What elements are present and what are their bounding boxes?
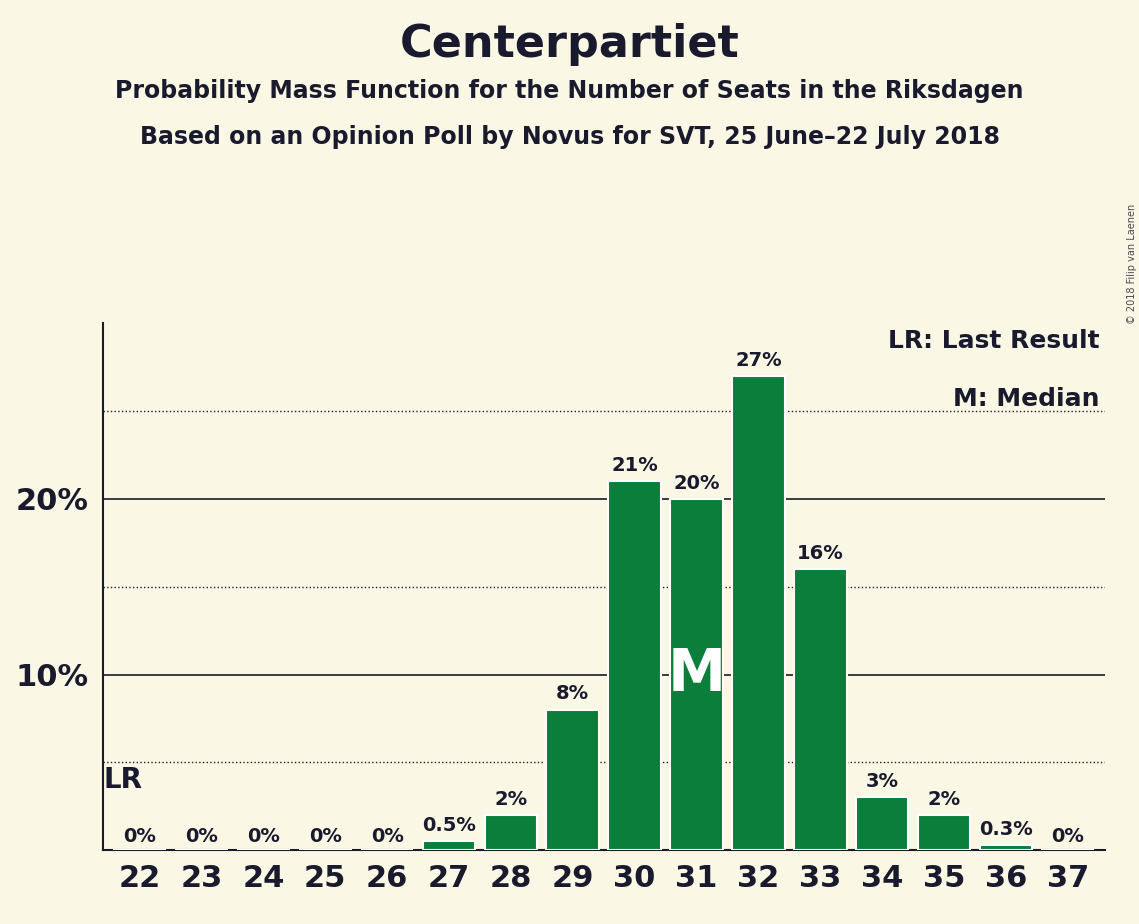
Text: LR: Last Result: LR: Last Result	[888, 329, 1100, 353]
Text: 27%: 27%	[735, 351, 781, 370]
Text: 8%: 8%	[556, 685, 589, 703]
Bar	[918, 815, 970, 850]
Bar	[855, 797, 909, 850]
Text: 0%: 0%	[247, 827, 280, 845]
Text: 20%: 20%	[673, 474, 720, 492]
Text: 0%: 0%	[309, 827, 342, 845]
Bar	[423, 841, 475, 850]
Text: 0%: 0%	[123, 827, 156, 845]
Bar	[484, 815, 538, 850]
Bar	[670, 499, 723, 850]
Text: 0%: 0%	[370, 827, 403, 845]
Text: Centerpartiet: Centerpartiet	[400, 23, 739, 67]
Text: 2%: 2%	[494, 790, 527, 808]
Text: 2%: 2%	[927, 790, 960, 808]
Text: M: M	[667, 646, 726, 703]
Text: © 2018 Filip van Laenen: © 2018 Filip van Laenen	[1126, 203, 1137, 323]
Text: 0.5%: 0.5%	[423, 816, 476, 835]
Text: 16%: 16%	[797, 544, 844, 563]
Bar	[980, 845, 1032, 850]
Bar	[732, 376, 785, 850]
Text: Based on an Opinion Poll by Novus for SVT, 25 June–22 July 2018: Based on an Opinion Poll by Novus for SV…	[139, 125, 1000, 149]
Text: 21%: 21%	[612, 456, 658, 475]
Text: Probability Mass Function for the Number of Seats in the Riksdagen: Probability Mass Function for the Number…	[115, 79, 1024, 103]
Bar	[794, 569, 846, 850]
Text: M: Median: M: Median	[953, 386, 1100, 410]
Text: 3%: 3%	[866, 772, 899, 791]
Text: 0.3%: 0.3%	[978, 820, 1033, 839]
Text: LR: LR	[104, 766, 142, 794]
Bar	[608, 481, 661, 850]
Text: 0%: 0%	[1051, 827, 1084, 845]
Bar	[547, 710, 599, 850]
Text: 0%: 0%	[185, 827, 218, 845]
